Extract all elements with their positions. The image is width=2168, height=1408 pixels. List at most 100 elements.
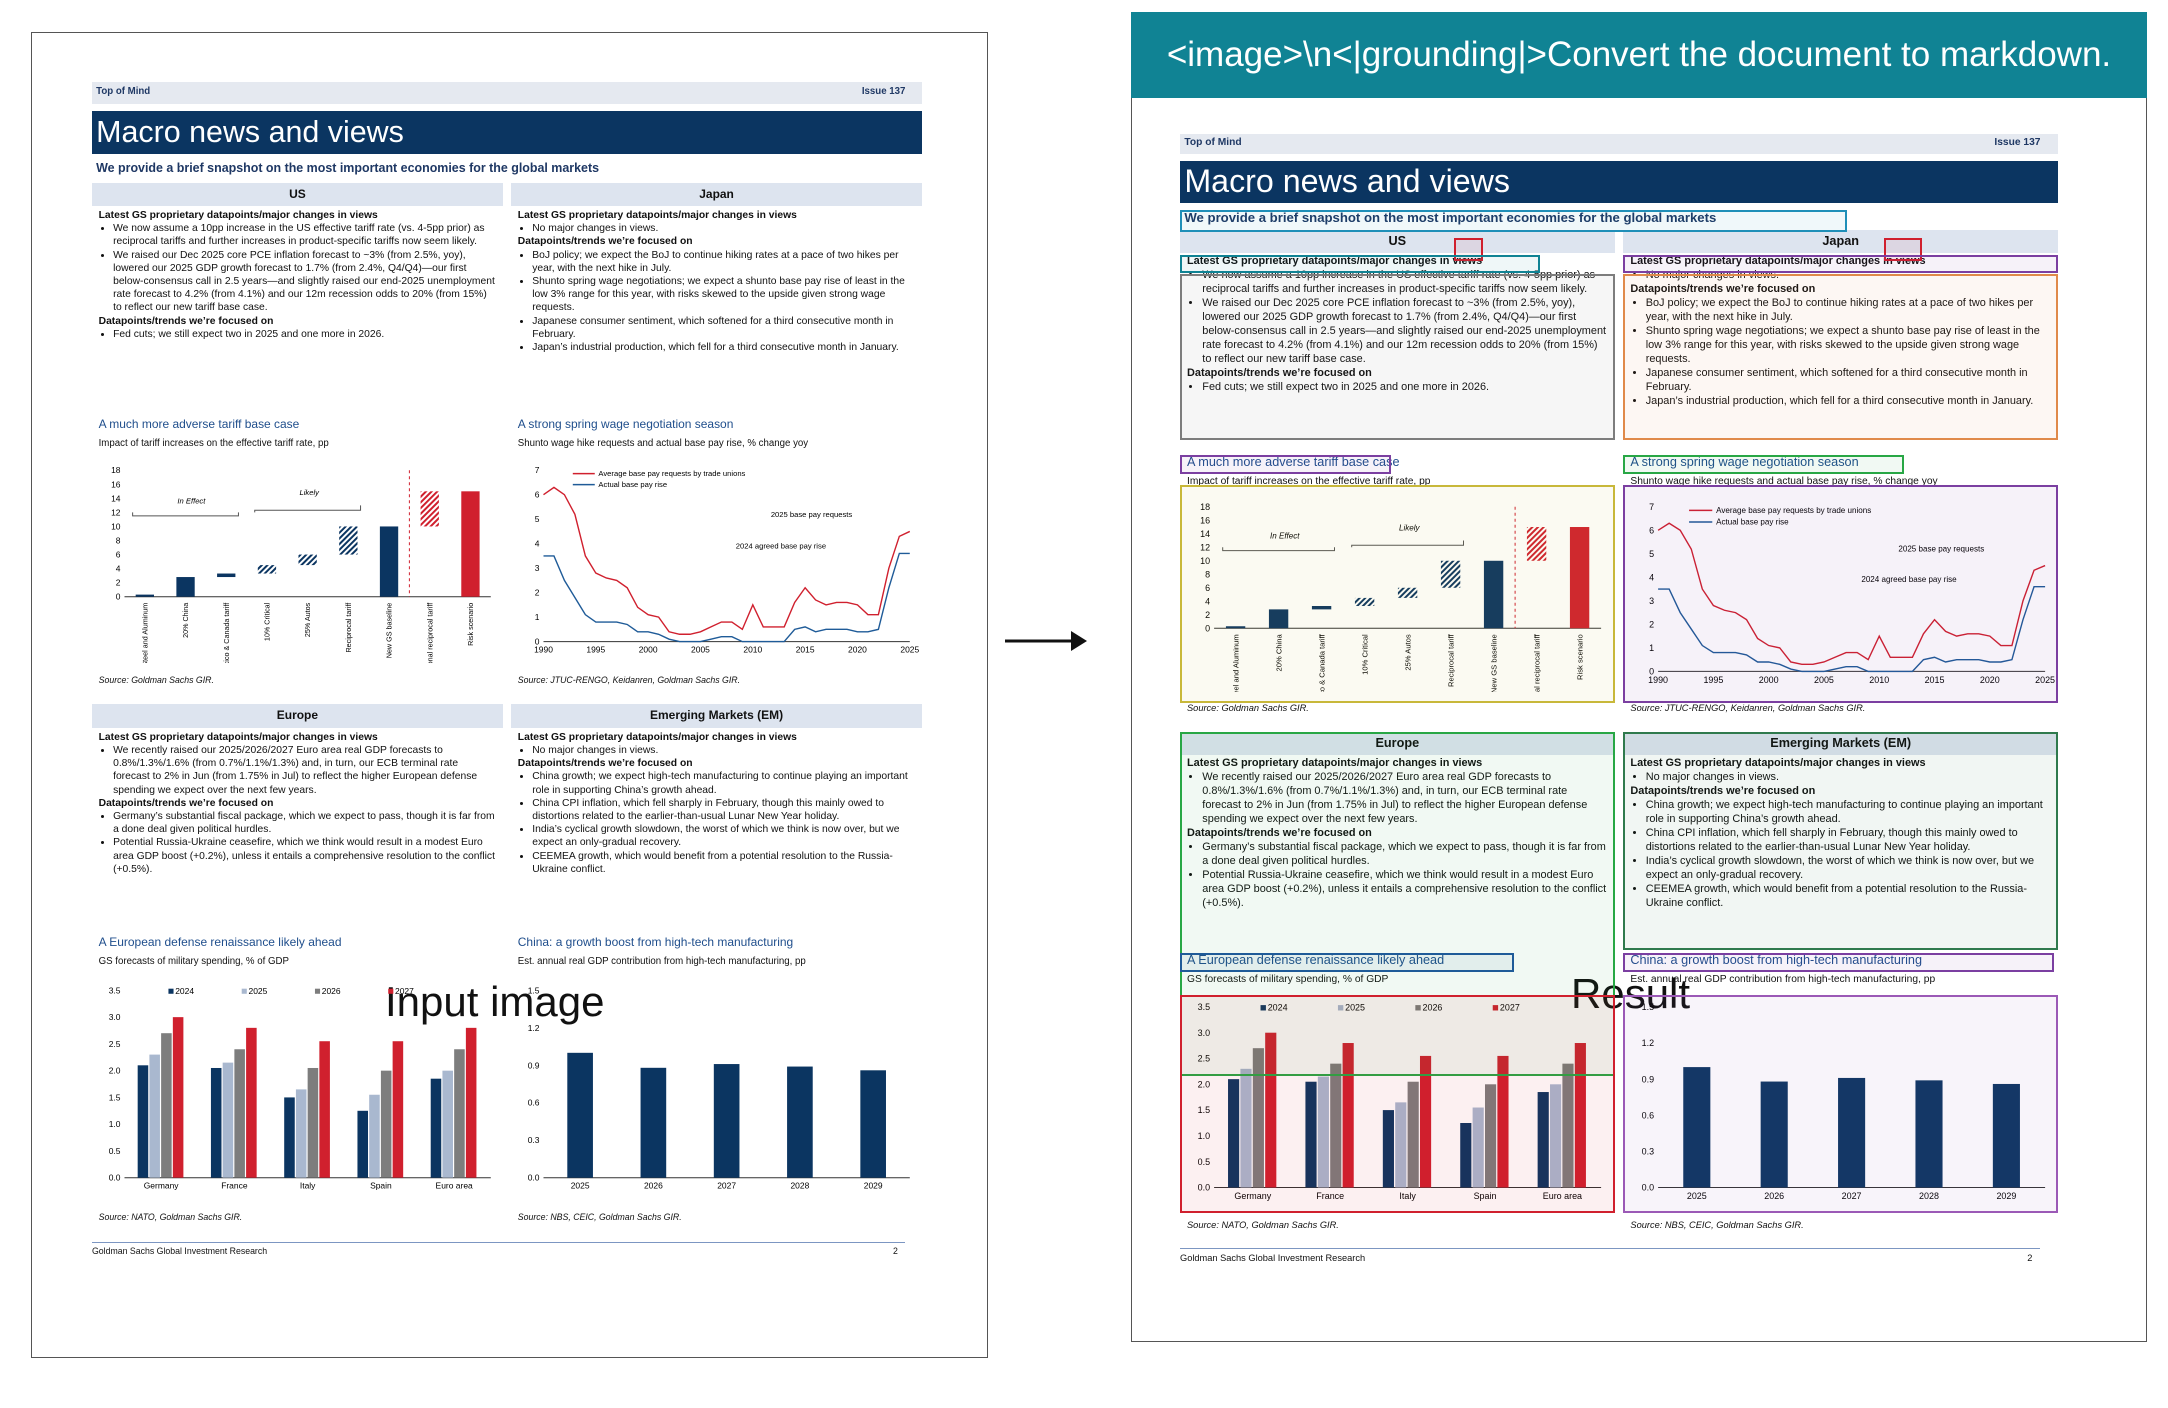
bar-mark — [257, 565, 277, 574]
bar-mark — [1312, 606, 1332, 610]
layout-box — [1180, 485, 1615, 704]
y-tick-label: 3.0 — [109, 1012, 121, 1022]
layout-box — [1884, 238, 1922, 262]
result-caption: Result — [1571, 970, 1691, 1017]
x-tick-label: New GS baseline — [385, 603, 394, 659]
us-heading-trends: Datapoints/trends we’re focused on — [98, 315, 274, 327]
x-tick-label: France — [221, 1180, 248, 1190]
section-body-em: Latest GS proprietary datapoints/major c… — [1630, 757, 2051, 975]
bar-mark — [1355, 598, 1375, 607]
bullet-item: China CPI inflation, which fell sharply … — [532, 797, 916, 823]
x-tick-label: Additional reciprocal tariff — [425, 603, 434, 662]
y-tick-label: 2 — [1649, 620, 1654, 630]
bar-mark — [1228, 1078, 1240, 1188]
x-tick-label: 1990 — [534, 645, 553, 655]
bullet-item: Potential Russia-Ukraine ceasefire, whic… — [1202, 869, 1608, 911]
bullet-item: BoJ policy; we expect the BoJ to continu… — [532, 249, 916, 275]
x-tick-label: 2000 — [639, 645, 658, 655]
y-tick-label: 1.5 — [109, 1092, 121, 1102]
y-tick-label: 0.9 — [528, 1060, 540, 1070]
legend-swatch — [1415, 1004, 1422, 1011]
layout-box — [1623, 953, 2054, 972]
section-body-eu: Latest GS proprietary datapoints/major c… — [99, 731, 497, 958]
bar-mark — [381, 1070, 392, 1178]
y-tick-label: 3 — [535, 564, 540, 574]
layout-box — [1180, 255, 1540, 273]
bullet-item: We raised our Dec 2025 core PCE inflatio… — [1202, 297, 1608, 367]
bar-mark — [454, 1048, 465, 1178]
series-line — [543, 553, 911, 643]
x-tick-label: 1990 — [1648, 675, 1668, 685]
document-input: Top of Mind Issue 137 Macro news and views… — [92, 68, 922, 1262]
y-tick-label: 6 — [116, 550, 121, 560]
input-image-panel — [31, 32, 988, 1358]
bar-mark — [466, 1027, 477, 1178]
bullet-item: Potential Russia-Ukraine ceasefire, whic… — [113, 836, 497, 876]
y-tick-label: 0.6 — [1641, 1110, 1653, 1120]
layout-box — [1623, 731, 2058, 950]
y-tick-label: 0 — [116, 592, 121, 602]
series-line — [1657, 522, 2046, 666]
x-tick-label: 25% Steel and Aluminum — [141, 603, 150, 662]
x-tick-label: 2020 — [848, 645, 867, 655]
bar-mark — [1342, 1042, 1355, 1188]
legend-label: 2026 — [322, 985, 341, 995]
y-tick-label: 0.6 — [528, 1097, 540, 1107]
bar-mark — [246, 1027, 257, 1178]
legend-label: Actual base pay rise — [599, 481, 668, 490]
y-tick-label: 3.5 — [1198, 1002, 1210, 1012]
x-tick-label: Euro area — [436, 1180, 473, 1190]
y-tick-label: 16 — [111, 480, 121, 490]
legend-label: Average base pay requests by trade union… — [599, 470, 746, 479]
bar-mark — [1497, 1055, 1509, 1188]
bar-mark — [1915, 1079, 1943, 1188]
top-of-mind: Top of Mind — [96, 85, 151, 97]
chart-title-c2: A strong spring wage negotiation season — [517, 416, 734, 431]
document-result: Top of Mind Issue 137 Macro news and views… — [1180, 120, 2058, 1268]
bullet-item: Shunto spring wage negotiations; we expe… — [1646, 325, 2052, 367]
y-tick-label: 8 — [116, 536, 121, 546]
bar-mark — [1538, 1091, 1550, 1188]
chart-source-c2: Source: JTUC-RENGO, Keidanren, Goldman S… — [517, 674, 741, 685]
annotation-requests: 2025 base pay requests — [1898, 545, 1984, 554]
chart-source-c1: Source: Goldman Sachs GIR. — [98, 674, 214, 685]
bar-mark — [217, 573, 236, 578]
y-tick-label: 10 — [111, 522, 121, 532]
y-tick-label: 1.2 — [1641, 1038, 1653, 1048]
annotation-in-effect: In Effect — [1270, 532, 1300, 541]
bullet-item: We now assume a 10pp increase in the US … — [113, 222, 497, 248]
section-header-jp: Japan — [1623, 230, 2058, 254]
bar-mark — [161, 1032, 172, 1178]
annotation-likely: Likely — [300, 488, 321, 497]
chart-title-c3: A European defense renaissance likely ah… — [98, 934, 342, 949]
jp-heading-trends: Datapoints/trends we’re focused on — [517, 236, 693, 248]
x-tick-label: 2010 — [1869, 675, 1889, 685]
footer-text: Goldman Sachs Global Investment Research — [1180, 1253, 1366, 1264]
bar-mark — [420, 491, 440, 527]
x-tick-label: France — [1317, 1191, 1345, 1201]
chart-subtitle-c3: GS forecasts of military spending, % of … — [98, 956, 289, 968]
section-body-jp: Latest GS proprietary datapoints/major c… — [518, 209, 916, 436]
bullet-item: China CPI inflation, which fell sharply … — [1646, 827, 2052, 855]
legend-swatch — [168, 988, 174, 994]
bar-mark — [1265, 1032, 1277, 1188]
bar-mark — [1226, 626, 1246, 629]
x-tick-label: 2000 — [1758, 675, 1778, 685]
y-tick-label: 2 — [1205, 610, 1210, 620]
section-body-eu: Latest GS proprietary datapoints/major c… — [1187, 757, 1608, 975]
x-tick-label: 10% Critical — [1361, 634, 1370, 675]
bullet-item: China growth; we expect high-tech manufa… — [532, 770, 916, 796]
chart-title-c2: A strong spring wage negotiation season — [1630, 455, 1859, 470]
chart-source-c4: Source: NBS, CEIC, Goldman Sachs GIR. — [517, 1211, 682, 1222]
bullet-item: Japanese consumer sentiment, which softe… — [532, 315, 916, 341]
bar-mark — [860, 1069, 887, 1178]
y-tick-label: 0.9 — [1641, 1074, 1653, 1084]
bar-mark — [1269, 609, 1289, 629]
bar-mark — [1460, 1122, 1472, 1188]
bar-mark — [1383, 1109, 1395, 1188]
layout-box — [1623, 455, 1905, 474]
bar-mark — [1683, 1066, 1711, 1188]
bullet-item: We recently raised our 2025/2026/2027 Eu… — [1202, 771, 1608, 827]
chart-title-c1: A much more adverse tariff base case — [98, 416, 300, 431]
x-tick-label: 2010 — [744, 645, 763, 655]
